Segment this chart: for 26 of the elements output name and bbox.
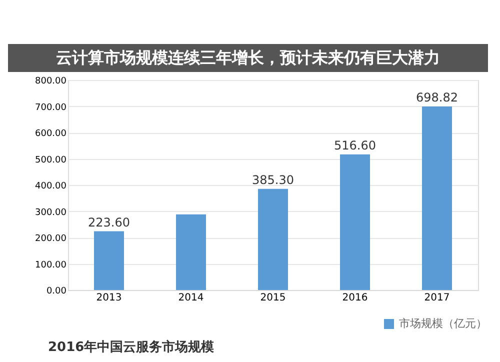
x-tick-label: 2014: [178, 292, 204, 304]
y-tick-label: 0.00: [46, 286, 67, 296]
y-tick-label: 300.00: [35, 208, 67, 218]
text: 516.60: [334, 138, 376, 152]
y-tick-label: 800.00: [35, 76, 67, 86]
bar: [94, 231, 124, 290]
text: 385.30: [252, 172, 294, 187]
y-tick-label: 500.00: [35, 155, 67, 166]
x-tick-label: 2015: [260, 292, 286, 304]
bar: [422, 106, 452, 290]
y-tick-label: 700.00: [35, 102, 67, 113]
text: 698.82: [416, 90, 458, 105]
y-tick-label: 400.00: [35, 182, 67, 192]
bar: [176, 214, 206, 290]
text: 223.60: [88, 215, 130, 230]
x-tick-label: 2016: [342, 292, 368, 304]
x-tick-label: 2013: [96, 292, 122, 304]
y-tick-label: 100.00: [35, 260, 67, 270]
x-tick-label: 2017: [424, 292, 450, 304]
text: 云计算市场规模连续三年增长，预计未来仍有巨大潜力: [56, 48, 440, 67]
legend-label: 市场规模（亿元）: [399, 317, 487, 330]
y-tick-label: 600.00: [35, 129, 67, 139]
text: 2016年中国云服务市场规模: [48, 339, 214, 355]
bar: [258, 188, 288, 290]
y-tick-label: 200.00: [35, 234, 67, 244]
bar: [340, 154, 370, 290]
